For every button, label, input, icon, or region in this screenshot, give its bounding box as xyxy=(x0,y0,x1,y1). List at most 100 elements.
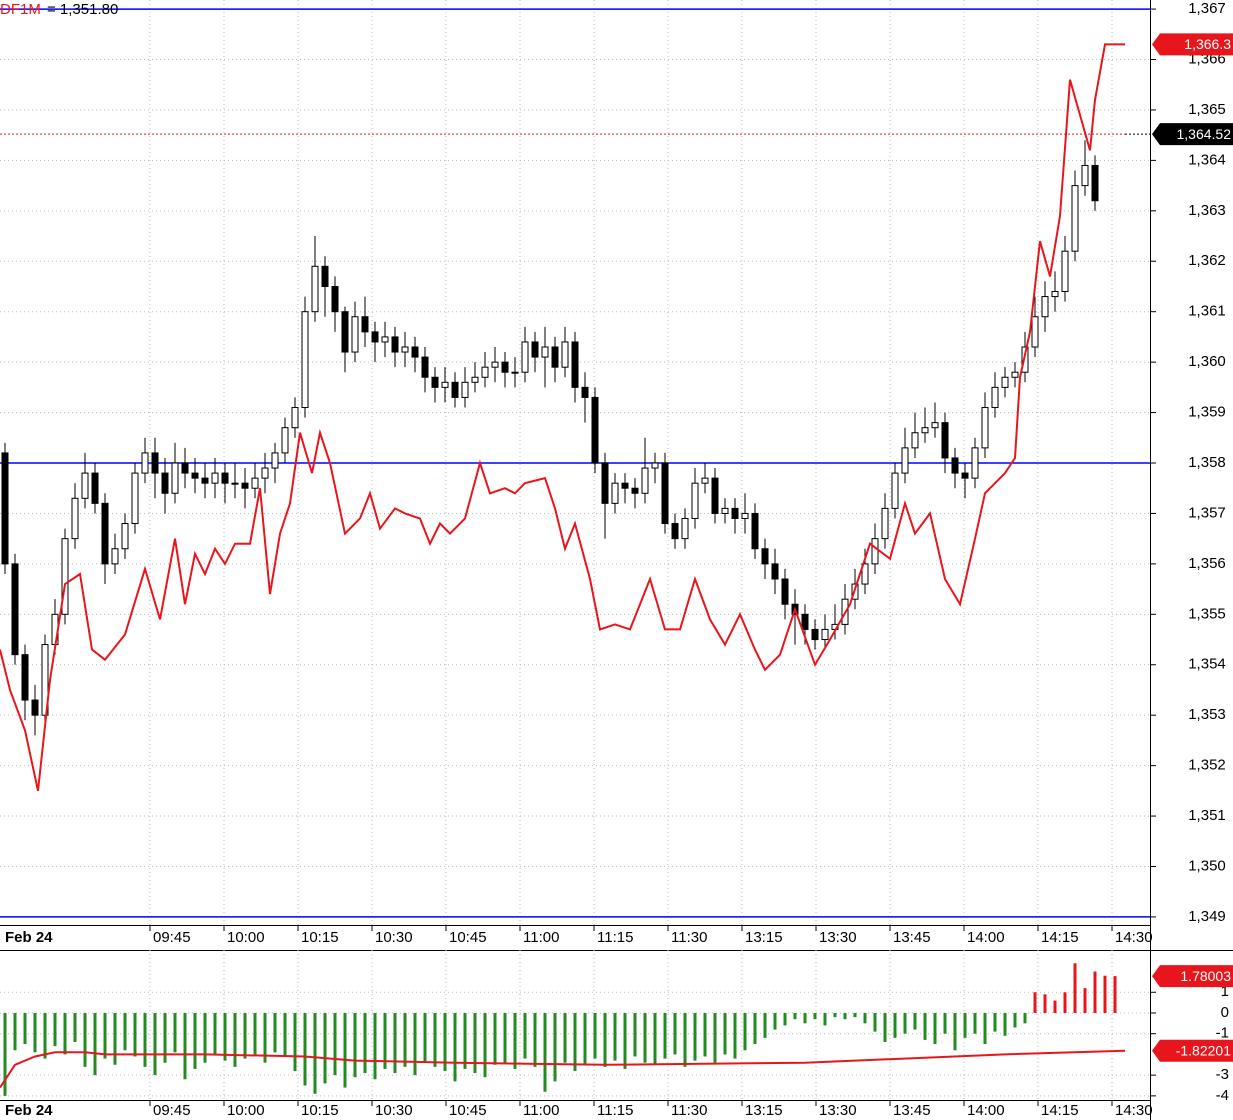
candle-body xyxy=(221,472,229,484)
histogram-bar xyxy=(3,1012,7,1096)
candle-body xyxy=(271,452,279,469)
candle-body xyxy=(71,497,79,540)
candle-body xyxy=(331,285,339,313)
histogram-bar xyxy=(703,1012,707,1057)
histogram-bar xyxy=(463,1012,467,1069)
histogram-bar xyxy=(973,1012,977,1034)
histogram-bar xyxy=(723,1012,727,1055)
price-tag-label: -1.82201 xyxy=(1176,1042,1231,1058)
candle-body xyxy=(201,477,209,484)
histogram-bar xyxy=(173,1012,177,1053)
histogram-bar xyxy=(943,1012,947,1034)
histogram-bar xyxy=(643,1012,647,1063)
x-tick-label: 13:30 xyxy=(819,929,857,946)
histogram-bar xyxy=(473,1012,477,1074)
candle-body xyxy=(1001,376,1009,388)
histogram-bar xyxy=(73,1012,77,1042)
x-tick-label: 14:00 xyxy=(967,1102,1005,1119)
histogram-bar xyxy=(1033,992,1037,1013)
histogram-bar xyxy=(633,1012,637,1057)
candle-body xyxy=(721,507,729,514)
x-tick-label: 10:15 xyxy=(301,929,339,946)
candle-body xyxy=(901,447,909,474)
histogram-bar xyxy=(883,1012,887,1042)
price-tag-label: 1,364.52 xyxy=(1177,126,1232,142)
legend-name: DF1M xyxy=(0,1,41,18)
y-tick-label: 1,362 xyxy=(1188,252,1226,269)
x-tick-label: 10:00 xyxy=(227,1102,265,1119)
histogram-bar xyxy=(213,1012,217,1055)
y-tick-label: 1,361 xyxy=(1188,303,1226,320)
candle-body xyxy=(471,376,479,383)
candle-body xyxy=(731,507,739,519)
candle-body xyxy=(1,452,9,565)
histogram-bar xyxy=(693,1012,697,1061)
histogram-bar xyxy=(453,1012,457,1082)
candle-body xyxy=(671,523,679,540)
histogram-bar xyxy=(803,1012,807,1024)
x-tick-label: 10:00 xyxy=(227,929,265,946)
histogram-bar xyxy=(813,1012,817,1020)
x-tick-label: 14:30 xyxy=(1115,929,1153,946)
histogram-bar xyxy=(163,1012,167,1063)
candle-body xyxy=(581,386,589,398)
candle-body xyxy=(21,654,29,701)
candle-body xyxy=(211,472,219,484)
candle-body xyxy=(241,482,249,489)
candle-body xyxy=(181,462,189,474)
candle-body xyxy=(1021,346,1029,373)
histogram-bar xyxy=(503,1012,507,1063)
histogram-bar xyxy=(623,1012,627,1069)
candle-body xyxy=(661,462,669,525)
histogram-bar xyxy=(1083,988,1087,1013)
candle-body xyxy=(651,462,659,469)
histogram-bar xyxy=(243,1012,247,1059)
candle-body xyxy=(1041,296,1049,318)
candle-body xyxy=(131,472,139,525)
candle-body xyxy=(111,548,119,565)
candle-body xyxy=(411,346,419,358)
candle-body xyxy=(761,548,769,565)
histogram-bar xyxy=(443,1012,447,1071)
histogram-bar xyxy=(523,1012,527,1059)
y-tick-label: -3 xyxy=(1216,1066,1229,1083)
y-tick-label: 1,351 xyxy=(1188,807,1226,824)
histogram-bar xyxy=(1103,975,1107,1013)
histogram-bar xyxy=(313,1012,317,1094)
candle-body xyxy=(81,472,89,499)
histogram-bar xyxy=(193,1012,197,1069)
histogram-bar xyxy=(1073,963,1077,1013)
date-label: Feb 24 xyxy=(5,929,53,946)
date-label: Feb 24 xyxy=(5,1102,53,1119)
candle-body xyxy=(971,447,979,479)
candle-body xyxy=(191,472,199,479)
candle-body xyxy=(441,381,449,388)
candle-body xyxy=(371,331,379,343)
x-tick-label: 11:30 xyxy=(671,929,707,946)
candle-body xyxy=(351,316,359,353)
candle-body xyxy=(1081,164,1089,187)
candle-body xyxy=(91,472,99,504)
histogram-bar xyxy=(103,1012,107,1059)
x-tick-label: 10:30 xyxy=(375,1102,413,1119)
histogram-bar xyxy=(373,1012,377,1080)
histogram-bar xyxy=(33,1012,37,1053)
y-tick-label: -4 xyxy=(1216,1087,1229,1104)
x-tick-label: 10:30 xyxy=(375,929,413,946)
candle-body xyxy=(571,341,579,388)
histogram-bar xyxy=(793,1012,797,1020)
candle-body xyxy=(771,563,779,580)
histogram-bar xyxy=(863,1012,867,1024)
candle-body xyxy=(811,628,819,641)
candle-body xyxy=(361,316,369,333)
histogram-bar xyxy=(133,1012,137,1057)
x-tick-label: 11:00 xyxy=(523,1102,559,1119)
histogram-bar xyxy=(1053,1000,1057,1013)
candle-body xyxy=(311,265,319,313)
candle-body xyxy=(881,507,889,540)
y-tick-label: 1,350 xyxy=(1188,857,1226,874)
histogram-bar xyxy=(483,1012,487,1078)
histogram-bar xyxy=(383,1012,387,1069)
